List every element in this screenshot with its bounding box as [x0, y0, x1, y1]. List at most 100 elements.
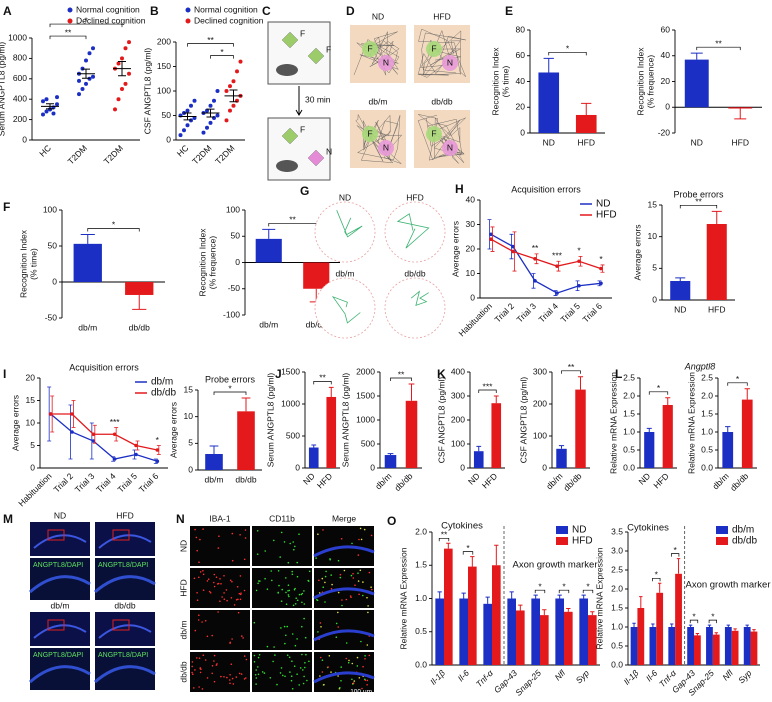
- y-tick-label: 1500: [281, 366, 300, 376]
- cell: [202, 589, 205, 591]
- y-axis-label: Serum ANGPTL8 (pg/ml): [340, 373, 350, 468]
- cell: [337, 559, 340, 562]
- error-bar: [695, 632, 700, 636]
- point: [182, 128, 186, 133]
- y-axis-label: Relative mRNA Expression: [594, 547, 604, 649]
- x-tick-label: db/m: [373, 471, 393, 491]
- point: [231, 79, 236, 84]
- cell: [272, 660, 274, 663]
- error-bar: [209, 445, 219, 454]
- y-tick-label: 15: [26, 395, 36, 405]
- legend-label: Declined cognition: [194, 15, 264, 25]
- y-tick-label: 400: [451, 366, 465, 376]
- sem-bar: [229, 89, 238, 103]
- cell: [213, 654, 216, 657]
- tissue: [313, 545, 375, 558]
- track: [355, 113, 403, 164]
- y-tick-label: 0: [520, 127, 525, 137]
- cell: [335, 622, 338, 625]
- cell: [264, 550, 267, 552]
- y-axis-label: Recognition Index: [197, 228, 207, 297]
- error-bar: [725, 426, 731, 432]
- x-tick-label: ND: [301, 471, 317, 487]
- cell: [279, 556, 282, 558]
- cell: [319, 622, 322, 624]
- cell: [276, 683, 278, 686]
- y-axis-label: Serum ANGPTL8 (pg/ml): [0, 42, 6, 137]
- significance-bracket: [679, 204, 718, 209]
- point: [555, 264, 559, 268]
- cell: [318, 592, 321, 594]
- error-bar: [670, 623, 674, 627]
- bar: [712, 634, 720, 665]
- cell: [322, 586, 325, 588]
- cell: [323, 683, 325, 686]
- bar: [662, 405, 673, 468]
- cell: [254, 674, 257, 676]
- cell: [330, 574, 333, 576]
- cell: [217, 582, 220, 585]
- significance-label: ***: [110, 417, 121, 427]
- y-axis-label: (% time): [500, 66, 510, 98]
- legend-marker: [716, 537, 728, 545]
- bar: [694, 635, 701, 665]
- cell: [256, 530, 259, 532]
- significance-label: ***: [552, 251, 563, 261]
- point: [599, 281, 603, 286]
- point: [116, 97, 121, 102]
- cell: [285, 634, 287, 637]
- cell: [358, 538, 360, 541]
- cell: [231, 532, 234, 535]
- point: [599, 266, 603, 271]
- panel-letter: O: [387, 514, 396, 528]
- cell: [284, 642, 286, 645]
- point: [116, 61, 121, 66]
- y-tick-label: 100: [157, 85, 171, 95]
- cell: [257, 582, 259, 585]
- cell: [283, 541, 286, 543]
- legend-label: HFD: [596, 210, 617, 221]
- panel-letter: N: [176, 512, 185, 526]
- significance-label: *: [657, 383, 661, 393]
- point: [91, 439, 96, 443]
- cell: [322, 529, 324, 531]
- error-bar: [485, 596, 490, 604]
- chart-title: Acquisition errors: [511, 184, 581, 194]
- object: [362, 41, 378, 57]
- y-tick-label: 40: [466, 194, 476, 204]
- cell: [316, 598, 318, 601]
- point: [70, 412, 74, 416]
- cell: [286, 625, 289, 628]
- cell: [289, 671, 291, 673]
- cell: [257, 673, 260, 676]
- arena: [350, 110, 406, 168]
- tissue: [29, 665, 91, 684]
- legend-marker: [67, 7, 73, 13]
- x-tick-label: HC: [175, 143, 191, 159]
- cell: [359, 569, 362, 572]
- group-label: db/m: [336, 268, 355, 278]
- cell: [285, 603, 288, 605]
- y-tick-label: 0: [30, 462, 35, 472]
- object: [362, 126, 378, 142]
- y-axis-label: (% time): [28, 248, 38, 280]
- y-tick-label: 1.0: [623, 426, 635, 436]
- x-tick-label: Trial 5: [115, 471, 139, 495]
- cell: [240, 673, 243, 675]
- significance-bracket: [689, 619, 699, 624]
- x-tick-label: db/m: [544, 471, 564, 491]
- error-bar: [690, 52, 703, 60]
- object: [442, 55, 458, 71]
- cell: [371, 588, 373, 591]
- cell: [330, 588, 333, 590]
- y-tick-label: 200: [157, 36, 171, 46]
- cell: [345, 657, 348, 660]
- cell: [287, 561, 290, 564]
- panel-letter: E: [505, 4, 513, 18]
- cell: [229, 674, 231, 676]
- y-tick-label: 200: [533, 398, 547, 408]
- point: [231, 103, 236, 108]
- sem-bar: [82, 68, 90, 79]
- annotation: Cytokines: [627, 523, 669, 534]
- y-tick-label: 100: [226, 204, 240, 214]
